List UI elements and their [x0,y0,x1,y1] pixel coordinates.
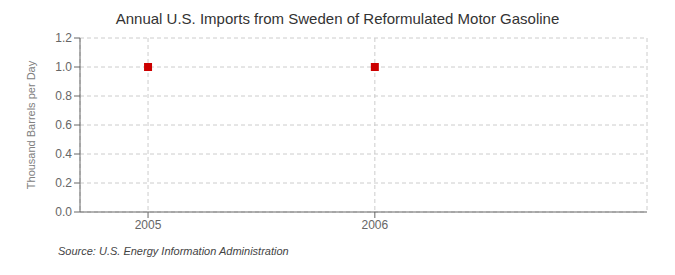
html-text:Source: U.S. Energy Informatio: Source: U.S. Energy Information Administ… [58,245,289,257]
svg-text:Thousand Barrels per Day: Thousand Barrels per Day [25,60,37,189]
html-text:Annual U.S. Imports from Swede: Annual U.S. Imports from Sweden of Refor… [115,10,560,27]
svg-text:2006: 2006 [361,218,388,232]
svg-text:0.0: 0.0 [55,205,72,219]
svg-text:0.2: 0.2 [55,176,72,190]
svg-text:1.0: 1.0 [55,60,72,74]
svg-text:2005: 2005 [135,218,162,232]
svg-text:1.2: 1.2 [55,31,72,45]
svg-text:0.8: 0.8 [55,89,72,103]
svg-text:0.6: 0.6 [55,118,72,132]
svg-text:0.4: 0.4 [55,147,72,161]
